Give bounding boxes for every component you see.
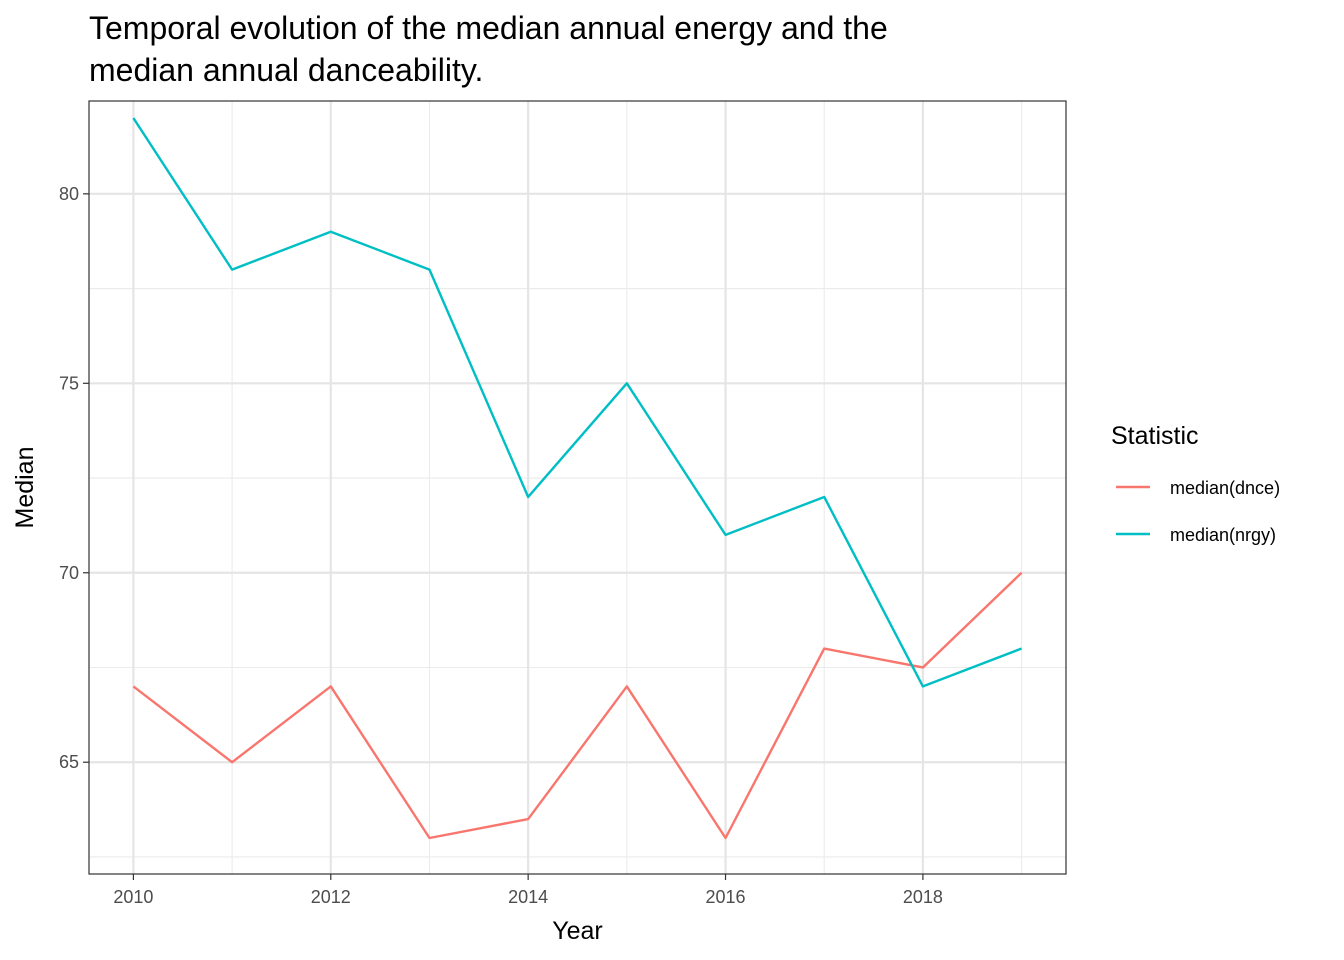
legend-label-dnce: median(dnce) [1170, 478, 1280, 498]
x-tick-label: 2012 [311, 887, 351, 907]
legend: Statistic median(dnce) median(nrgy) [1111, 422, 1280, 545]
legend-label-nrgy: median(nrgy) [1170, 525, 1276, 545]
x-tick-label: 2014 [508, 887, 548, 907]
panel-border [88, 100, 1067, 875]
legend-title: Statistic [1111, 422, 1199, 450]
y-axis-ticks: 65 70 75 80 [59, 184, 89, 772]
x-tick-label: 2016 [706, 887, 746, 907]
x-axis-title: Year [552, 917, 603, 945]
x-tick-label: 2010 [113, 887, 153, 907]
y-tick-label: 65 [59, 752, 79, 772]
y-axis-title: Median [11, 447, 39, 529]
y-tick-label: 75 [59, 373, 79, 393]
series-line-dnce [132, 571, 1023, 840]
y-tick-label: 80 [59, 184, 79, 204]
series-lines [132, 117, 1023, 840]
chart-title-line-2: median annual danceability. [89, 52, 484, 88]
chart-title-line-1: Temporal evolution of the median annual … [89, 10, 888, 46]
y-tick-label: 70 [59, 563, 79, 583]
major-grid [89, 101, 1066, 874]
series-line-nrgy [132, 117, 1023, 688]
minor-grid [89, 101, 1066, 874]
x-axis-ticks: 2010 2012 2014 2016 2018 [113, 874, 943, 907]
x-tick-label: 2018 [903, 887, 943, 907]
